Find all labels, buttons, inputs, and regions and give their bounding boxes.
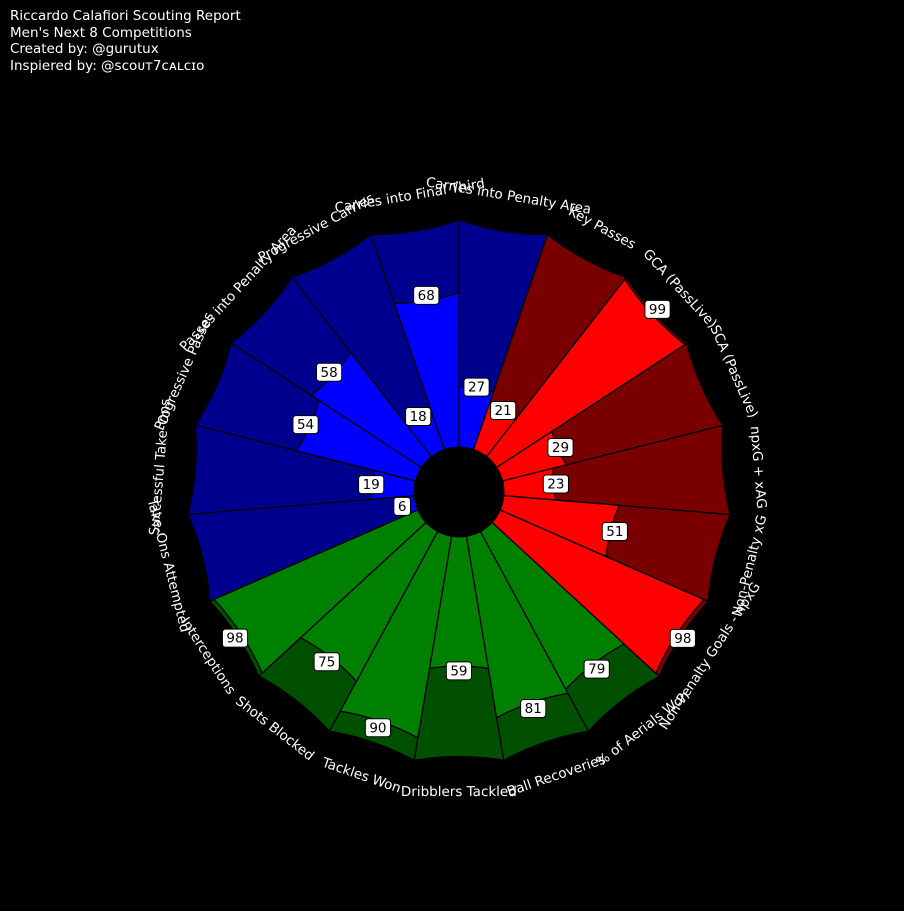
report-title: Riccardo Calafiori Scouting Report: [10, 8, 241, 24]
value-label-interceptions: 98: [221, 628, 249, 648]
value-text: 27: [468, 380, 485, 396]
value-label-dribblers-tackled: 59: [445, 661, 473, 681]
value-text: 54: [297, 417, 314, 433]
category-label-dribblers-tackled: Dribblers Tackled: [401, 784, 517, 800]
report-inspiration: Inspiered by: @ꜱᴄᴏᴜᴛ7ᴄᴀʟᴄɪᴏ: [10, 57, 205, 74]
value-text: 81: [525, 701, 542, 717]
value-text: 79: [588, 662, 605, 678]
value-slices: [212, 278, 705, 739]
value-box: [364, 718, 392, 738]
value-label-passes-into-penalty-area: 58: [315, 362, 343, 382]
value-label-shots-blocked: 75: [313, 652, 340, 672]
value-label-gca-passlive: 99: [644, 299, 671, 319]
value-label-take-ons-attempted: 6: [393, 496, 411, 516]
value-box: [520, 699, 547, 719]
value-box: [547, 438, 574, 458]
value-label-non-penalty-xg: 51: [601, 522, 628, 542]
value-text: 99: [649, 302, 666, 318]
value-box: [221, 628, 249, 648]
category-label-tackles-won: Tackles Won: [319, 754, 403, 796]
value-text: 75: [318, 654, 335, 670]
report-credit: Created by: @gurutux: [10, 41, 159, 57]
value-label-key-passes: 21: [490, 401, 517, 421]
value-label-tackles-won: 90: [364, 718, 392, 738]
value-labels: 27 21 99 29 23 51 98 79 81 59 90 75 98 6 19 54 58 18 68: [221, 285, 696, 738]
value-text: 68: [418, 288, 435, 304]
value-box: [490, 401, 517, 421]
value-text: 18: [410, 409, 427, 425]
value-text: 58: [320, 365, 337, 381]
value-box: [542, 474, 569, 494]
value-text: 51: [606, 524, 623, 540]
value-label-sca-passlive: 29: [547, 438, 574, 458]
value-label-non-penalty-goals-npxg: 98: [669, 628, 696, 648]
value-text: 29: [552, 440, 569, 456]
value-text: 98: [226, 631, 243, 647]
value-box: [644, 299, 671, 319]
value-box: [393, 496, 411, 516]
value-box: [292, 415, 319, 435]
category-label-sca-passlive: SCA (PassLive): [706, 323, 761, 421]
value-label-npxg-xag: 23: [542, 474, 569, 494]
value-text: 90: [369, 720, 386, 736]
category-label-ball-recoveries: Ball Recoveries: [505, 752, 608, 801]
value-label-carries-into-final-third: 68: [413, 285, 440, 305]
value-box: [445, 661, 473, 681]
value-box: [601, 522, 628, 542]
report-subtitle: Men's Next 8 Competitions: [10, 24, 192, 41]
value-label-ball-recoveries: 81: [520, 699, 547, 719]
value-label-progressive-carries: 18: [405, 406, 432, 426]
value-box: [413, 285, 440, 305]
value-text: 98: [674, 631, 691, 647]
value-label-carries-into-penalty-area: 27: [463, 377, 490, 397]
value-text: 21: [495, 403, 512, 419]
value-label-of-aerials-won: 79: [583, 659, 610, 679]
value-box: [405, 406, 432, 426]
center-hole: [413, 446, 505, 538]
category-label-key-passes: Key Passes: [566, 204, 639, 253]
value-text: 59: [450, 663, 467, 679]
value-box: [313, 652, 340, 672]
value-box: [463, 377, 490, 397]
value-text: 6: [398, 499, 407, 515]
report-header: Riccardo Calafiori Scouting Report Men's…: [10, 8, 241, 74]
value-label-successful-take-ons: 19: [358, 475, 385, 495]
value-box: [669, 628, 696, 648]
value-box: [583, 659, 610, 679]
value-box: [315, 362, 343, 382]
value-text: 23: [547, 477, 564, 493]
value-text: 19: [363, 477, 380, 493]
value-box: [358, 475, 385, 495]
value-label-progressive-passes: 54: [292, 415, 319, 435]
category-label-npxg-xag: npxG + xAG: [747, 425, 770, 509]
